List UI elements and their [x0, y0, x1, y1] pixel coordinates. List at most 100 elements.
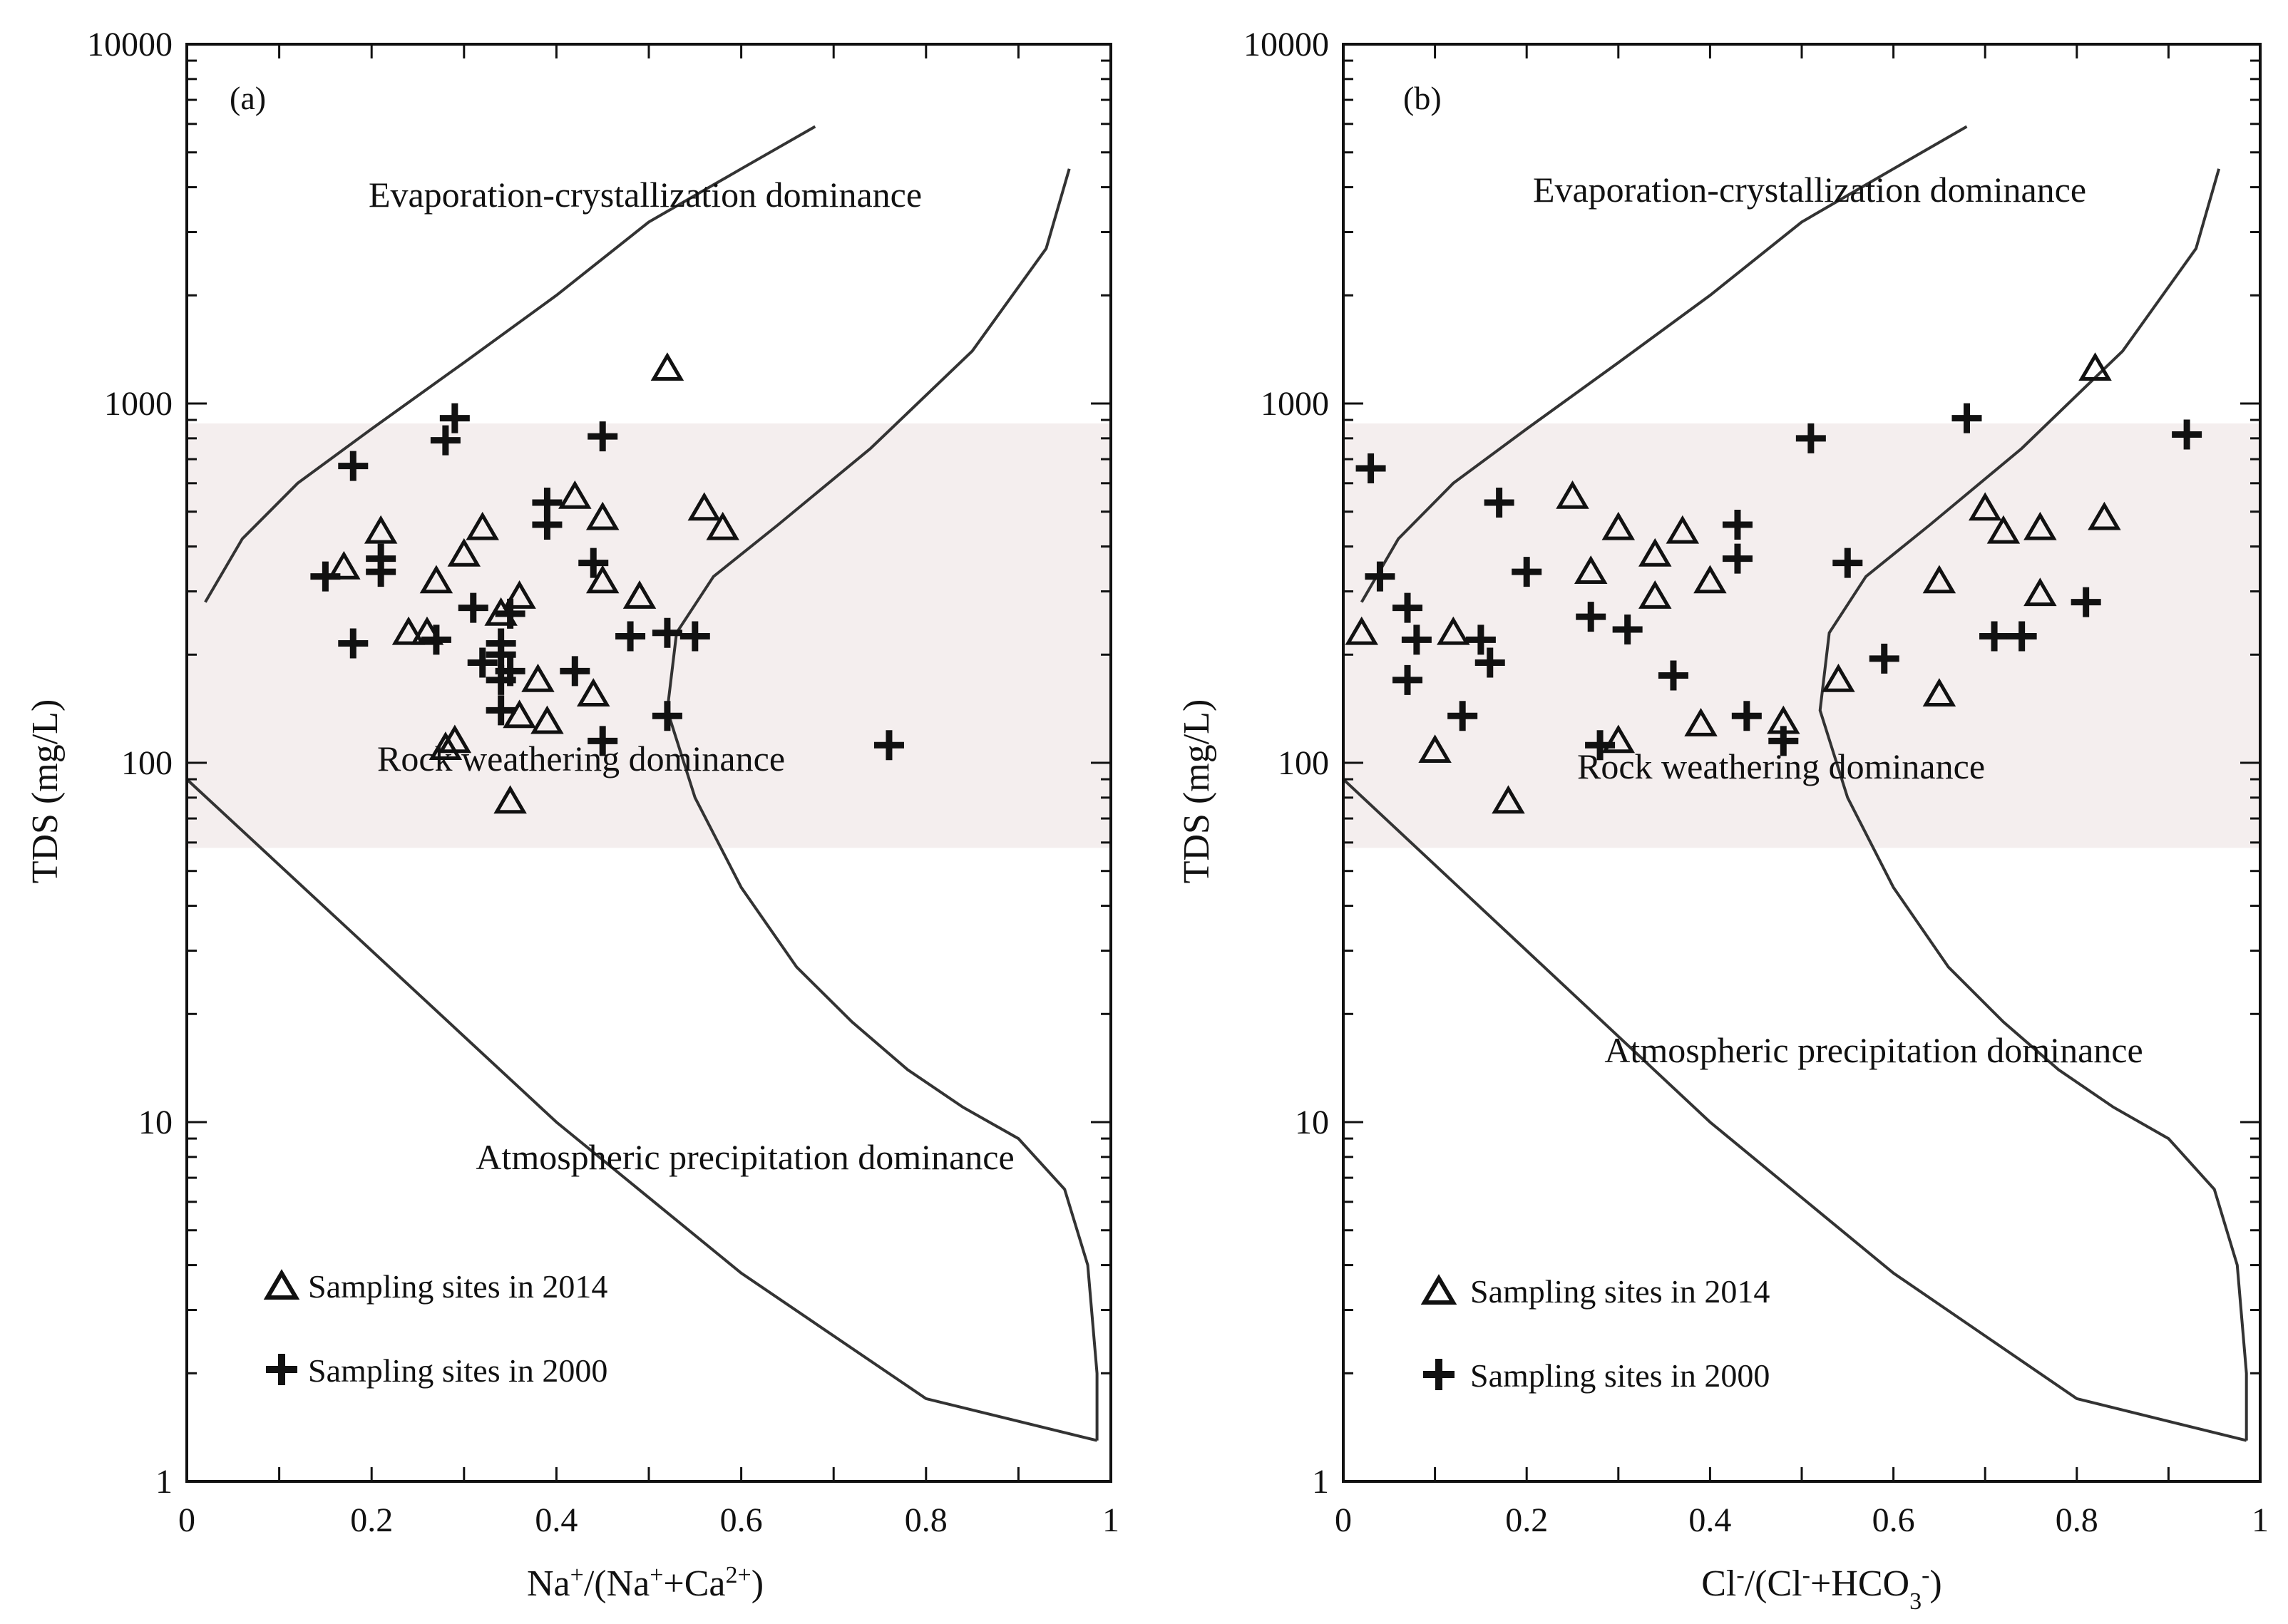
panel-a-ylabel: TDS (mg/L) — [25, 699, 66, 884]
panel-a-point-2014 — [650, 352, 684, 381]
panel-a-legend-label-2014: Sampling sites in 2014 — [308, 1268, 607, 1305]
panel-a-point-2000 — [338, 451, 369, 481]
panel-b-point-2014 — [1986, 515, 2021, 544]
panel-a-points — [310, 352, 904, 814]
panel-a-tick-labels: 0 0.2 0.4 0.6 0.8 1 1 10 100 1000 10000 — [87, 26, 1119, 1539]
panel-a-letter: (a) — [230, 80, 266, 116]
panel-b-point-2000 — [1658, 660, 1688, 691]
panel-b-point-2014 — [1492, 785, 1525, 814]
panel-a-point-2014 — [706, 511, 739, 540]
panel-b-xtick-label: 0.8 — [2056, 1501, 2098, 1539]
panel-b-boundary-lines — [1342, 125, 2248, 1442]
panel-a-point-2000 — [495, 598, 525, 629]
panel-b-point-2014 — [2078, 352, 2112, 381]
panel-b-point-2014 — [1693, 565, 1727, 594]
panel-a-point-2014 — [391, 616, 426, 645]
panel-b-ytick-label: 10 — [1295, 1104, 1329, 1141]
panel-b-boundary-upper — [1360, 125, 1968, 603]
panel-b-xlabel: Cl-/(Cl-+HCO3-) — [1701, 1562, 1941, 1615]
panel-a-point-2000 — [439, 403, 470, 433]
panel-b-xtick-label: 0.4 — [1688, 1501, 1731, 1539]
panel-b-point-2000 — [1612, 614, 1643, 644]
panel-b-region-labels: Evaporation-crystallization dominance Ro… — [1533, 170, 2143, 1070]
panel-a-ytick-label: 10 — [138, 1104, 173, 1141]
panel-b-legend-triangle-marker — [1420, 1274, 1457, 1305]
panel-a-legend-label-2000: Sampling sites in 2000 — [308, 1352, 607, 1389]
panel-b: Evaporation-crystallization dominance Ro… — [1176, 26, 2269, 1615]
panel-b-point-2014 — [2023, 511, 2057, 540]
panel-a-xtick-label: 0.6 — [720, 1501, 763, 1539]
panel-a-legend-triangle-marker — [263, 1269, 300, 1300]
panel-a-point-2014 — [558, 480, 592, 509]
panel-b-legend-label-2014: Sampling sites in 2014 — [1470, 1273, 1770, 1310]
panel-b-ylabel: TDS (mg/L) — [1176, 699, 1217, 884]
panel-b-point-2014 — [1601, 724, 1636, 754]
panel-a-legend-cross-marker — [266, 1354, 297, 1385]
panel-b-boundary-right — [1818, 168, 2248, 1441]
panel-b-point-2000 — [1768, 726, 1799, 756]
panel-a-boundary-lines — [185, 125, 1099, 1442]
panel-b-point-2000 — [2006, 621, 2037, 652]
panel-b-point-2014 — [1922, 678, 1956, 706]
panel-b-point-2000 — [1576, 602, 1606, 632]
panel-a-point-2000 — [310, 561, 341, 592]
panel-b-letter: (b) — [1403, 80, 1442, 116]
panel-b-boundary-lower — [1342, 778, 2247, 1442]
panel-a-shaded-band — [188, 423, 1109, 848]
panel-a-point-2000 — [560, 656, 590, 687]
panel-a: Evaporation-crystallization dominance Ro… — [25, 26, 1119, 1604]
panel-b-region-evaporation: Evaporation-crystallization dominance — [1533, 170, 2086, 210]
panel-a-xtick-label: 0.8 — [905, 1501, 948, 1539]
panel-a-point-2000 — [467, 647, 498, 678]
panel-b-point-2000 — [1869, 643, 1899, 674]
panel-a-region-atmospheric: Atmospheric precipitation dominance — [476, 1137, 1014, 1177]
panel-b-point-2000 — [2071, 587, 2101, 617]
panel-a-ytick-label: 1000 — [104, 385, 173, 423]
panel-b-point-2014 — [1345, 616, 1378, 645]
panel-a-point-2000 — [652, 701, 682, 731]
panel-b-ytick-label: 1000 — [1261, 385, 1329, 423]
panel-b-region-atmospheric: Atmospheric precipitation dominance — [1604, 1030, 2143, 1070]
panel-a-point-2014 — [466, 511, 499, 540]
panel-a-point-2014 — [503, 580, 536, 609]
panel-b-point-2014 — [1556, 480, 1589, 509]
panel-a-point-2000 — [486, 664, 516, 695]
panel-a-point-2014 — [585, 501, 620, 530]
panel-a-legend: Sampling sites in 2014 Sampling sites in… — [263, 1268, 607, 1389]
panel-b-point-2000 — [1484, 487, 1514, 518]
panel-b-legend-cross-marker — [1423, 1359, 1455, 1390]
panel-b-point-2014 — [1638, 538, 1672, 567]
panel-b-xtick-label: 1 — [2252, 1501, 2269, 1539]
panel-b-point-2000 — [1795, 423, 1826, 453]
panel-a-point-2014 — [622, 580, 657, 609]
panel-a-point-2014 — [493, 785, 527, 814]
panel-a-point-2014 — [585, 565, 620, 594]
panel-b-xtick-label: 0.2 — [1505, 1501, 1548, 1539]
panel-a-point-2014 — [530, 705, 564, 734]
panel-a-point-2000 — [458, 592, 488, 623]
panel-b-point-2000 — [1722, 543, 1753, 574]
panel-a-xtick-label: 0.4 — [535, 1501, 578, 1539]
panel-b-point-2014 — [1666, 515, 1700, 544]
panel-a-point-2014 — [687, 492, 722, 521]
panel-a-point-2014 — [521, 663, 555, 692]
panel-b-point-2000 — [1585, 730, 1616, 761]
panel-b-tick-labels: 0 0.2 0.4 0.6 0.8 1 1 10 100 1000 10000 — [1243, 26, 2269, 1539]
panel-b-point-2000 — [2172, 419, 2202, 450]
panel-a-ytick-label: 1 — [155, 1463, 173, 1501]
panel-b-point-2000 — [1392, 592, 1423, 623]
panel-b-point-2014 — [1684, 708, 1718, 736]
panel-b-point-2014 — [2023, 577, 2057, 607]
panel-b-ytick-label: 100 — [1278, 744, 1329, 782]
panel-a-point-2000 — [430, 425, 461, 456]
panel-a-boundary-right — [665, 168, 1099, 1441]
panel-a-xlabel: Na+/(Na++Ca2+) — [527, 1562, 764, 1605]
panel-a-point-2000 — [532, 509, 563, 540]
panel-b-ytick-label: 1 — [1312, 1463, 1329, 1501]
panel-a-boundary-upper — [204, 125, 816, 603]
panel-b-point-2000 — [1392, 664, 1423, 695]
panel-a-point-2014 — [429, 731, 463, 761]
panel-a-point-2014 — [447, 538, 481, 567]
panel-b-point-2000 — [1979, 621, 2010, 652]
panel-a-xtick-label: 0 — [178, 1501, 195, 1539]
